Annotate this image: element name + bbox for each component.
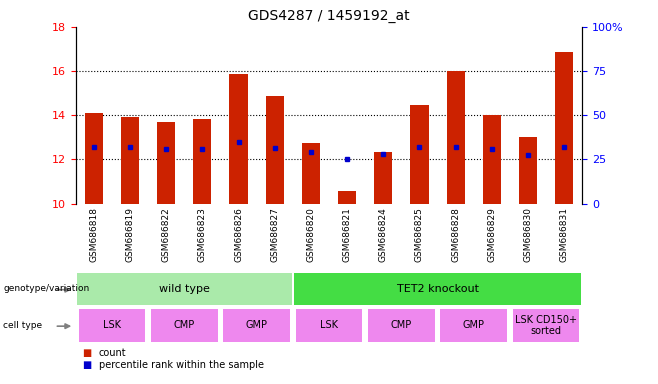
Text: LSK CD150+
sorted: LSK CD150+ sorted — [515, 314, 577, 336]
Text: ■: ■ — [82, 360, 91, 370]
Bar — [295, 309, 363, 342]
Text: GSM686824: GSM686824 — [379, 207, 388, 262]
Text: CMP: CMP — [174, 320, 195, 331]
Bar — [374, 152, 392, 204]
Bar — [266, 96, 284, 204]
Bar — [193, 119, 211, 204]
Bar — [483, 115, 501, 204]
Bar — [513, 309, 580, 342]
Bar — [157, 122, 175, 204]
Text: GSM686819: GSM686819 — [126, 207, 134, 262]
Text: ■: ■ — [82, 348, 91, 358]
Bar — [555, 52, 573, 204]
Bar — [223, 309, 290, 342]
Text: GSM686830: GSM686830 — [524, 207, 532, 262]
Bar — [151, 309, 218, 342]
Text: GSM686827: GSM686827 — [270, 207, 279, 262]
Text: TET2 knockout: TET2 knockout — [397, 284, 478, 294]
Text: GSM686828: GSM686828 — [451, 207, 460, 262]
Text: GSM686822: GSM686822 — [162, 207, 170, 262]
Text: count: count — [99, 348, 126, 358]
Bar — [78, 309, 145, 342]
Bar — [447, 71, 465, 204]
Bar — [519, 137, 537, 204]
Bar — [121, 118, 139, 204]
Bar — [230, 74, 247, 204]
Text: GSM686831: GSM686831 — [560, 207, 569, 262]
Text: GSM686826: GSM686826 — [234, 207, 243, 262]
Text: genotype/variation: genotype/variation — [3, 285, 89, 293]
Bar — [77, 273, 291, 305]
Text: percentile rank within the sample: percentile rank within the sample — [99, 360, 264, 370]
Text: CMP: CMP — [391, 320, 412, 331]
Text: GSM686823: GSM686823 — [198, 207, 207, 262]
Text: LSK: LSK — [103, 320, 121, 331]
Text: GMP: GMP — [245, 320, 268, 331]
Bar — [440, 309, 507, 342]
Bar — [338, 191, 356, 204]
Bar — [302, 143, 320, 204]
Bar — [85, 113, 103, 204]
Text: GSM686820: GSM686820 — [307, 207, 315, 262]
Text: GSM686825: GSM686825 — [415, 207, 424, 262]
Bar — [294, 273, 581, 305]
Bar — [411, 105, 428, 204]
Text: GSM686821: GSM686821 — [343, 207, 351, 262]
Text: wild type: wild type — [159, 284, 210, 294]
Title: GDS4287 / 1459192_at: GDS4287 / 1459192_at — [248, 9, 410, 23]
Text: LSK: LSK — [320, 320, 338, 331]
Text: cell type: cell type — [3, 321, 42, 330]
Text: GSM686829: GSM686829 — [488, 207, 496, 262]
Text: GSM686818: GSM686818 — [89, 207, 98, 262]
Bar — [368, 309, 435, 342]
Text: GMP: GMP — [463, 320, 485, 331]
